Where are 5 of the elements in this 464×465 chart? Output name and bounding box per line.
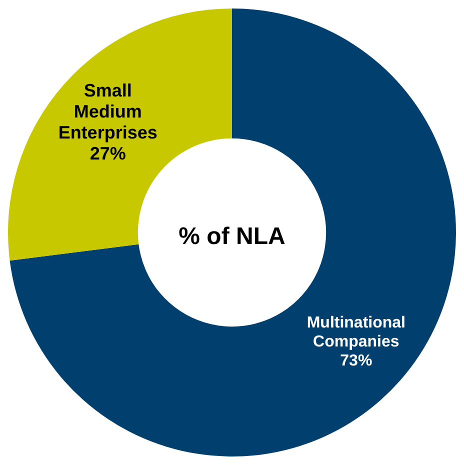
- data-label: 27%: [90, 144, 126, 164]
- slice-label: Small Medium Enterprises: [58, 80, 158, 142]
- slice-label: Multinational Companies: [306, 314, 406, 350]
- data-label: 73%: [340, 352, 372, 370]
- text: % of NLA: [178, 223, 286, 250]
